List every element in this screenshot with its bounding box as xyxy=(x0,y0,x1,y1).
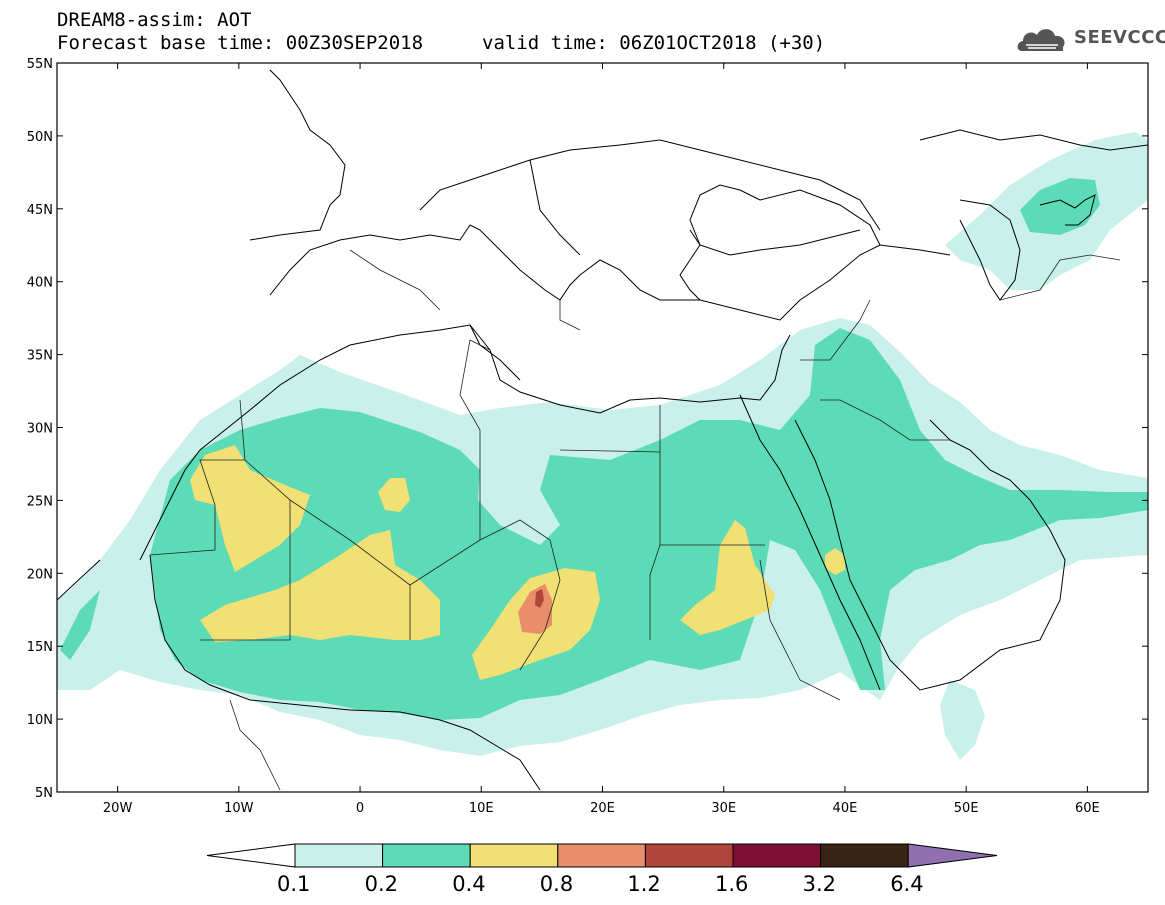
valid-time: valid time: 06Z01OCT2018 (+30) xyxy=(482,32,826,54)
colorbar xyxy=(206,843,998,868)
forecast-base-time: Forecast base time: 00Z30SEP2018 xyxy=(57,32,424,54)
colorbar-segment xyxy=(557,843,646,868)
lon-label: 10E xyxy=(469,801,494,816)
lat-label: 20N xyxy=(27,567,53,582)
colorbar-level-label: 0.8 xyxy=(539,872,574,896)
colorbar-level-label: 6.4 xyxy=(890,872,924,896)
lon-label: 0 xyxy=(356,801,364,816)
lon-label: 50E xyxy=(954,801,979,816)
colorbar-segment xyxy=(820,843,909,868)
cloud-icon xyxy=(1017,29,1065,51)
colorbar-level-label: 0.1 xyxy=(277,872,311,896)
colorbar-segment xyxy=(732,843,822,868)
lat-label: 30N xyxy=(27,422,53,437)
aot-band-0.2-westcoast xyxy=(60,590,100,660)
aot-field xyxy=(57,132,1148,760)
aot-band-0.4-mali xyxy=(200,530,440,642)
colorbar-segment xyxy=(382,843,471,868)
aot-band-0.2-caspian xyxy=(1020,178,1100,235)
aot-band-0.4-redsea xyxy=(825,548,845,575)
colorbar-level-label: 1.6 xyxy=(715,872,749,896)
lat-label: 5N xyxy=(35,786,53,801)
aot-band-0.4-sudan xyxy=(680,520,775,635)
colorbar-segment xyxy=(644,843,734,868)
colorbar-level-label: 0.4 xyxy=(452,872,486,896)
seevccc-logo: SEEVCCC xyxy=(1016,24,1165,54)
lon-label: 30E xyxy=(711,801,736,816)
colorbar-segment xyxy=(469,843,559,868)
longitude-labels: 20W 10W 0 10E 20E 30E 40E 50E 60E xyxy=(103,801,1100,816)
lon-label: 60E xyxy=(1075,801,1100,816)
lon-label: 40E xyxy=(833,801,858,816)
country-borders xyxy=(149,249,1121,791)
lat-label: 10N xyxy=(27,713,53,728)
map-title: DREAM8-assim: AOT xyxy=(57,9,252,31)
colorbar-level-label: 0.2 xyxy=(364,872,398,896)
aot-band-1.2 xyxy=(535,589,544,608)
lat-label: 55N xyxy=(27,57,53,72)
aot-band-0.4-mauritania xyxy=(190,445,310,572)
lat-label: 40N xyxy=(27,276,53,291)
logo-text: SEEVCCC xyxy=(1074,27,1165,48)
aot-band-0.8 xyxy=(518,584,552,634)
coastlines xyxy=(57,69,1148,791)
lat-label: 45N xyxy=(27,203,53,218)
lat-label: 15N xyxy=(27,640,53,655)
colorbar-under-triangle xyxy=(206,843,296,868)
axis-ticks xyxy=(57,62,1148,793)
lon-label: 20E xyxy=(590,801,615,816)
colorbar-level-label: 1.2 xyxy=(627,872,661,896)
lat-label: 35N xyxy=(27,349,53,364)
lon-label: 20W xyxy=(103,801,133,816)
colorbar-level-label: 3.2 xyxy=(802,872,836,896)
latitude-labels: 55N 50N 45N 40N 35N 30N 25N 20N 15N 10N 5N xyxy=(27,57,53,801)
lat-label: 50N xyxy=(27,130,53,145)
colorbar-over-triangle xyxy=(907,843,998,868)
colorbar-segment xyxy=(294,843,384,868)
aot-band-0.4-algeria xyxy=(378,478,410,512)
aot-band-0.1-horn xyxy=(940,680,985,760)
lat-label: 25N xyxy=(27,494,53,509)
lon-label: 10W xyxy=(224,801,254,816)
